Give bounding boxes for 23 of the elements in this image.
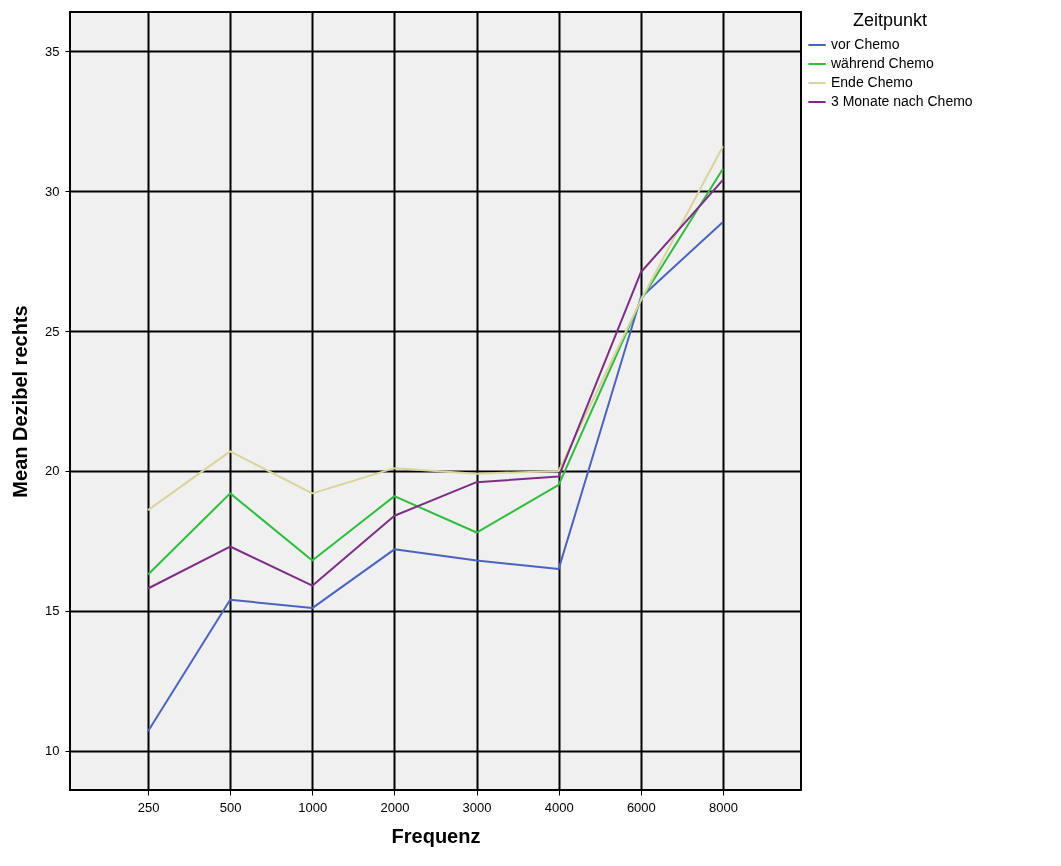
- x-tick-label: 3000: [462, 799, 492, 815]
- legend-label: 3 Monate nach Chemo: [831, 93, 973, 109]
- y-tick-label: 10: [45, 743, 60, 759]
- legend-label: vor Chemo: [831, 36, 900, 52]
- y-tick-label: 15: [45, 603, 60, 619]
- y-tick-label: 30: [45, 183, 60, 199]
- legend-title: Zeitpunkt: [852, 10, 928, 30]
- y-axis-title: Mean Dezibel rechts: [9, 305, 32, 498]
- x-tick-label: 4000: [544, 799, 574, 815]
- y-tick-label: 35: [45, 43, 60, 59]
- legend-label: während Chemo: [830, 55, 934, 71]
- x-axis-title: Frequenz: [391, 824, 481, 847]
- x-tick-label: 500: [219, 799, 242, 815]
- x-tick-label: 1000: [298, 799, 328, 815]
- line-series: [147, 220, 724, 733]
- x-tick-label: 2000: [380, 799, 410, 815]
- y-tick-label: 25: [45, 323, 60, 339]
- line-series: [147, 145, 724, 512]
- legend-label: Ende Chemo: [831, 74, 913, 90]
- x-tick-label: 8000: [709, 799, 738, 815]
- x-tick-label: 6000: [626, 799, 656, 815]
- x-tick-label: 250: [137, 799, 160, 815]
- y-tick-label: 20: [45, 463, 60, 479]
